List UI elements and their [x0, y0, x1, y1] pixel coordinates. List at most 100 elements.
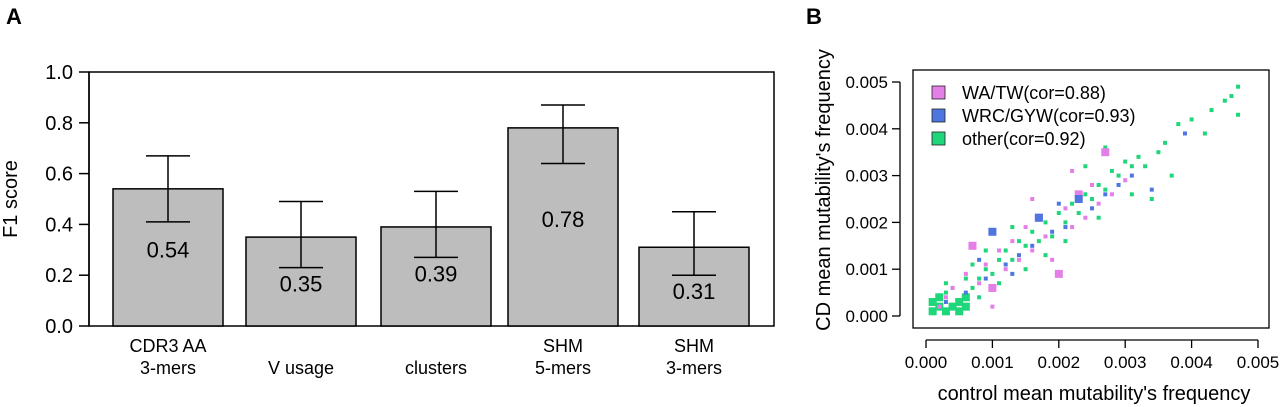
panel-a-y-tick-label: 0.2 [45, 265, 73, 287]
panel-b-point [1056, 201, 1061, 206]
panel-b-point [943, 281, 948, 286]
panel-b-point [1116, 182, 1121, 187]
panel-a-y-tick-label: 0.0 [45, 316, 73, 338]
panel-b-point [968, 241, 977, 250]
panel-b-point [977, 295, 982, 300]
panel-b-point [1016, 239, 1021, 244]
panel-b-point [1229, 94, 1234, 99]
panel-b-x-tick-label: 0.001 [971, 353, 1014, 372]
panel-b-point [928, 297, 937, 306]
panel-b-point [1003, 248, 1008, 253]
panel-b-point [1043, 220, 1048, 225]
panel-b-point [1236, 84, 1241, 89]
panel-b-point [1163, 140, 1168, 145]
panel-b-point [1010, 257, 1015, 262]
panel-b-point [1030, 248, 1035, 253]
panel-b-point [1076, 211, 1081, 216]
panel-b-scatter-chart: 0.000 0.001 0.002 0.003 0.004 0.005 0.000 0.001… [813, 49, 1279, 405]
panel-b-y-tick-label: 0.005 [845, 73, 888, 92]
panel-b-point [990, 304, 995, 309]
panel-b-point [1090, 182, 1094, 187]
panel-a-bar-value-label: 0.78 [542, 207, 585, 232]
panel-a-y-axis-title: F1 score [0, 160, 22, 238]
panel-b-point [1043, 234, 1048, 239]
panel-b-y-tick-label: 0.003 [845, 167, 888, 186]
panel-b-x-axis-title: control mean mutability's frequency [938, 383, 1251, 405]
panel-b-point [955, 307, 964, 316]
panel-b-point [1096, 215, 1101, 220]
panel-b-legend-label: WRC/GYW(cor=0.93) [962, 106, 1136, 126]
panel-b-point [1063, 206, 1068, 211]
panel-a-bar-chart: 0.0 0.2 0.4 0.6 0.8 1.0 F1 score 0.54 0.35 0.39… [0, 62, 775, 378]
panel-b-point [1096, 182, 1101, 187]
panel-b-point [961, 302, 970, 311]
panel-b-point [963, 290, 968, 295]
panel-b-point [1143, 164, 1148, 169]
panel-b-point [983, 267, 988, 272]
panel-b-point [1182, 131, 1187, 136]
panel-b-point [997, 248, 1002, 253]
panel-b-point [1056, 211, 1061, 216]
panel-a-category-label: SHM [674, 336, 714, 356]
panel-a-category-label: 3-mers [666, 358, 722, 378]
panel-a-label: A [6, 4, 22, 29]
panel-b-point [1136, 154, 1141, 159]
panel-a-y-tick-label: 1.0 [45, 62, 73, 84]
panel-b-point [1129, 173, 1134, 178]
panel-b-point [943, 299, 948, 304]
panel-b-point [988, 283, 997, 292]
panel-b-point [1236, 112, 1241, 117]
panel-b-point [1010, 271, 1015, 276]
panel-b-legend: WA/TW(cor=0.88) WRC/GYW(cor=0.93) other(co… [931, 83, 1136, 149]
panel-a-y-tick-label: 0.6 [45, 164, 73, 186]
panel-a-category-label: V usage [268, 358, 334, 378]
panel-b-plot-frame [912, 69, 1270, 329]
panel-b-point [1149, 187, 1154, 192]
panel-b-legend-swatch [931, 85, 946, 100]
panel-b-y-tick-label: 0.002 [845, 213, 888, 232]
panel-a-y-tick-label: 0.4 [45, 214, 73, 236]
panel-b-point [1003, 267, 1008, 272]
panel-b-point [1023, 243, 1028, 248]
panel-b-axes: 0.000 0.001 0.002 0.003 0.004 0.005 0.000 0.001… [845, 69, 1279, 372]
panel-b-point [1034, 213, 1043, 222]
panel-b-point [1202, 131, 1207, 136]
panel-b-point [983, 248, 988, 253]
panel-b-point [1030, 243, 1035, 248]
panel-b-point [1103, 192, 1108, 197]
panel-b-point [1116, 173, 1121, 178]
panel-b-point [1109, 168, 1114, 173]
panel-b-point [1023, 267, 1028, 272]
panel-b-point [1070, 225, 1075, 230]
panel-b-point [1096, 201, 1101, 206]
panel-b-x-tick-label: 0.000 [905, 353, 948, 372]
panel-b-point [970, 262, 975, 267]
panel-b-point [1109, 192, 1114, 197]
panel-b-point [963, 271, 968, 276]
panel-b-point [961, 293, 970, 302]
panel-b-point [1156, 150, 1161, 155]
panel-b-point [1222, 98, 1227, 103]
panel-b-point [1103, 187, 1108, 192]
panel-b-point [1123, 159, 1128, 164]
panel-b-point [937, 304, 942, 309]
panel-a-category-label: clusters [405, 358, 467, 378]
panel-b-point [1036, 239, 1041, 244]
panel-a-category-label: CDR3 AA [129, 336, 206, 356]
panel-b-point [1129, 192, 1134, 197]
panel-b-point [1083, 164, 1088, 169]
panel-b-point [1016, 257, 1021, 262]
panel-b-point [1090, 206, 1094, 211]
panel-b-point [1030, 197, 1035, 201]
panel-b-point [1074, 195, 1083, 203]
panel-b-point [1063, 239, 1068, 244]
panel-b-point [970, 285, 975, 290]
panel-b-x-tick-label: 0.003 [1104, 353, 1147, 372]
panel-b-point [1010, 225, 1015, 230]
panel-b-x-tick-label: 0.004 [1170, 353, 1213, 372]
panel-b-point [983, 262, 988, 267]
panel-b-y-tick-label: 0.001 [845, 260, 888, 279]
panel-b-point [955, 297, 964, 306]
panel-b-point [1043, 253, 1048, 258]
